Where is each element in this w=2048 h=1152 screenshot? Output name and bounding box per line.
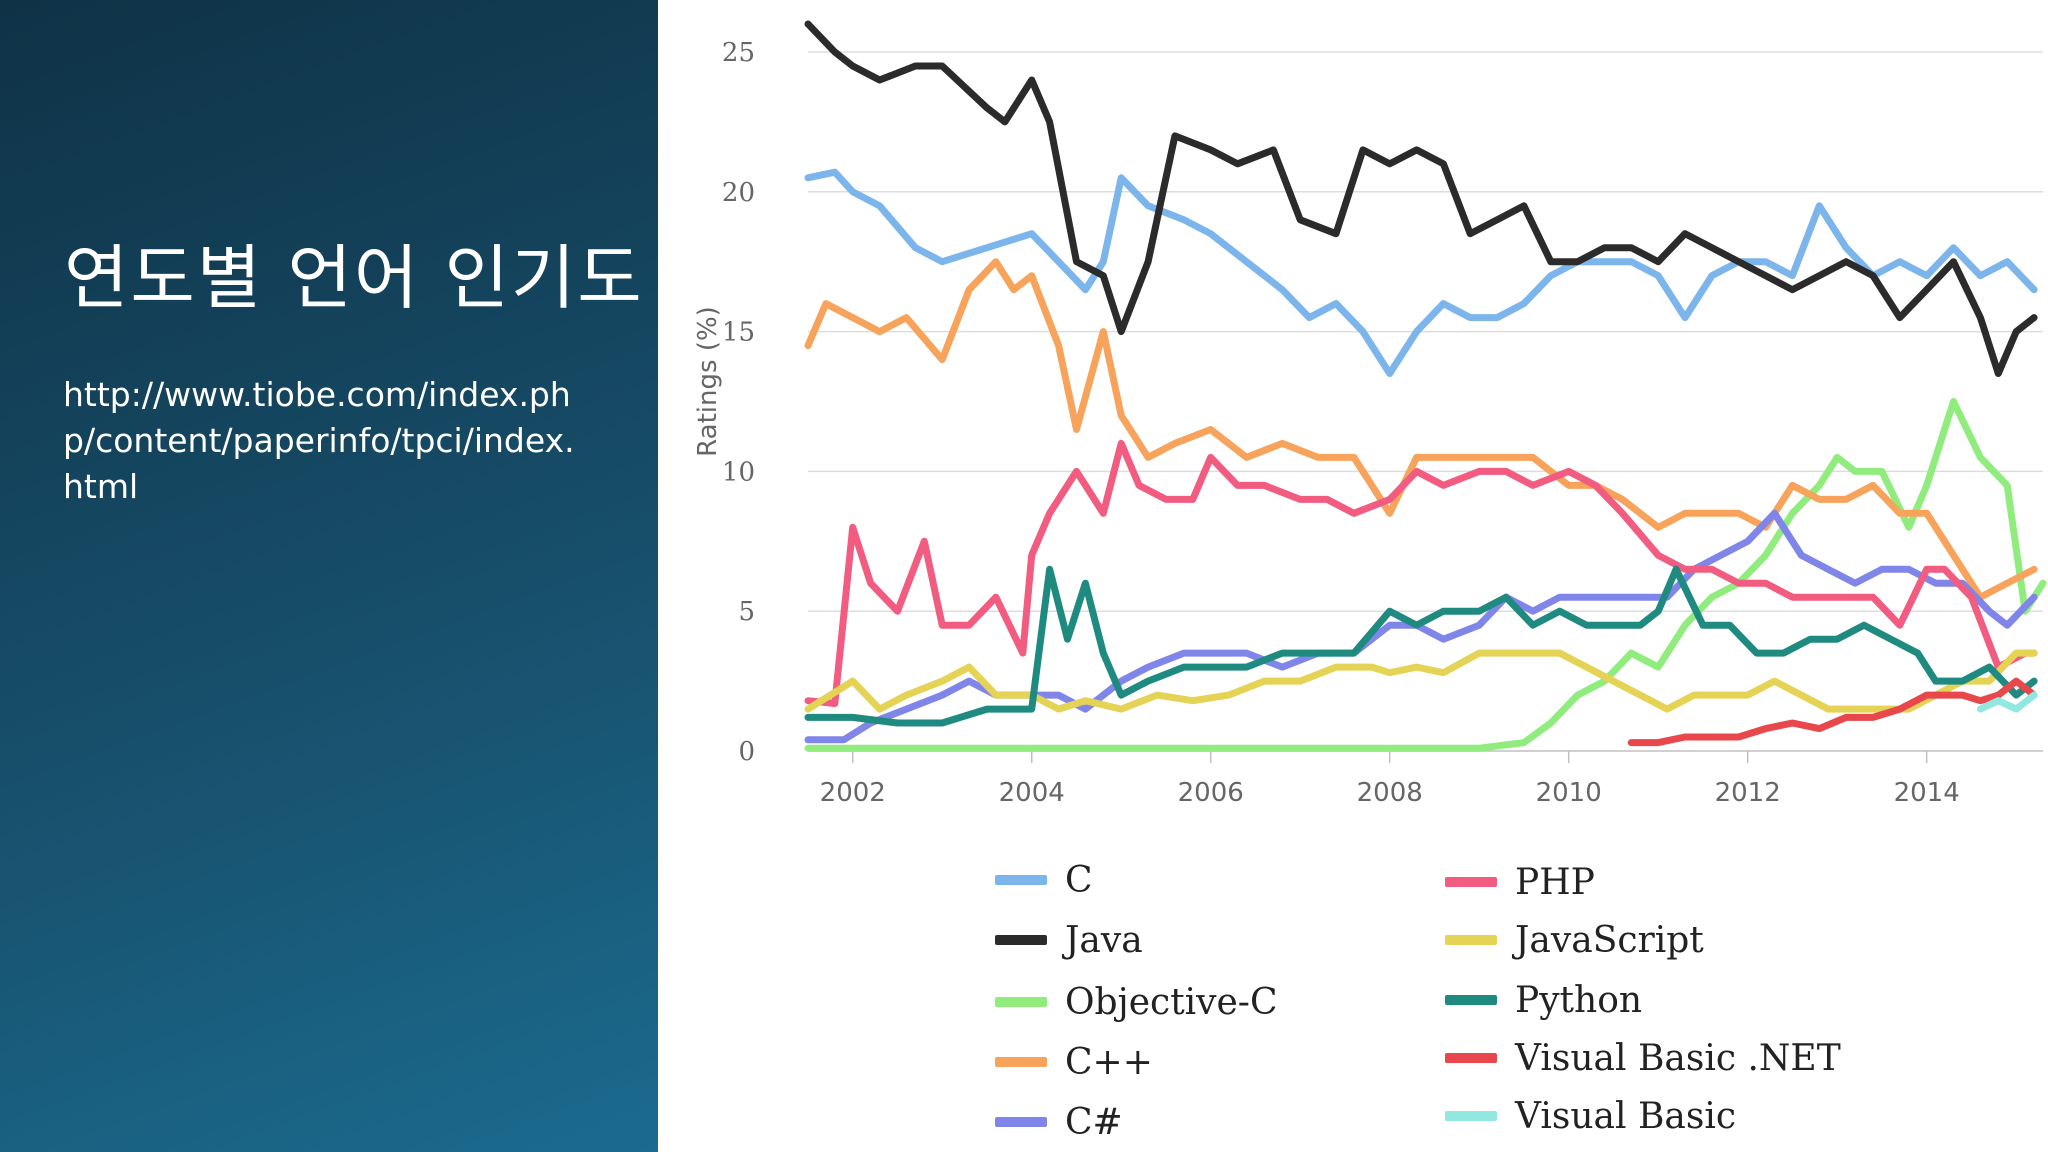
legend-swatch xyxy=(995,1117,1047,1127)
legend-swatch xyxy=(1445,877,1497,887)
legend-swatch xyxy=(1445,1053,1497,1063)
legend-item-php[interactable]: PHP xyxy=(1445,860,1595,904)
legend-item-python[interactable]: Python xyxy=(1445,978,1642,1022)
legend-label: Objective-C xyxy=(1065,981,1278,1023)
legend-item-objective-c[interactable]: Objective-C xyxy=(995,980,1278,1024)
legend-label: Visual Basic .NET xyxy=(1515,1037,1841,1079)
legend-swatch xyxy=(995,875,1047,885)
source-link[interactable]: http://www.tiobe.com/index.php/content/p… xyxy=(63,375,575,506)
x-tick-label: 2014 xyxy=(1894,778,1960,808)
legend-label: PHP xyxy=(1515,861,1595,903)
series-line-javascript xyxy=(804,649,2038,713)
legend-swatch xyxy=(995,1057,1047,1067)
legend-swatch xyxy=(995,997,1047,1007)
legend-swatch xyxy=(1445,995,1497,1005)
series-line-c xyxy=(804,168,2038,377)
legend-label: Visual Basic xyxy=(1515,1095,1737,1137)
legend-item-java[interactable]: Java xyxy=(995,918,1143,962)
slide-title: 연도별 언어 인기도 xyxy=(64,237,644,319)
legend-label: C xyxy=(1065,859,1093,901)
legend-item-c[interactable]: C++ xyxy=(995,1040,1153,1084)
legend-label: JavaScript xyxy=(1515,919,1704,961)
y-tick-label: 10 xyxy=(722,457,755,487)
legend-label: Python xyxy=(1515,979,1643,1021)
x-tick-label: 2004 xyxy=(999,778,1065,808)
series-line-php xyxy=(804,439,2038,707)
y-tick-label: 25 xyxy=(722,38,755,68)
y-tick-label: 20 xyxy=(722,178,755,208)
y-tick-label: 5 xyxy=(738,597,755,627)
legend-item-visual-basic[interactable]: Visual Basic xyxy=(1445,1094,1736,1138)
series-line-visual-basic-net xyxy=(1627,677,2038,747)
y-tick-label: 0 xyxy=(738,737,755,767)
legend-item-c[interactable]: C# xyxy=(995,1100,1123,1144)
legend-item-javascript[interactable]: JavaScript xyxy=(1445,918,1704,962)
legend-item-visual-basic-net[interactable]: Visual Basic .NET xyxy=(1445,1036,1841,1080)
y-tick-label: 15 xyxy=(722,318,755,348)
legend-swatch xyxy=(1445,935,1497,945)
legend-label: Java xyxy=(1065,919,1143,961)
x-tick-label: 2008 xyxy=(1357,778,1423,808)
y-axis-label: Ratings (%) xyxy=(693,306,723,457)
x-tick-label: 2006 xyxy=(1178,778,1244,808)
legend-item-c[interactable]: C xyxy=(995,858,1093,902)
legend-swatch xyxy=(995,935,1047,945)
legend-label: C# xyxy=(1065,1101,1123,1143)
x-tick-label: 2002 xyxy=(820,778,886,808)
legend-label: C++ xyxy=(1065,1041,1153,1083)
title-panel: 연도별 언어 인기도 http://www.tiobe.com/index.ph… xyxy=(0,0,658,1152)
legend-swatch xyxy=(1445,1111,1497,1121)
x-tick-label: 2010 xyxy=(1536,778,1602,808)
series-line-c xyxy=(804,258,2038,601)
series-line-visual-basic xyxy=(1976,691,2038,713)
chart-area: 0 5 10 15 20 25 2002 2004 2006 2008 2010 2012 2014 Ra… xyxy=(658,0,2048,1152)
line-chart: 0 5 10 15 20 25 2002 2004 2006 2008 2010 2012 2014 Ra… xyxy=(693,20,2047,808)
series-line-python xyxy=(804,565,2038,727)
x-tick-label: 2012 xyxy=(1715,778,1781,808)
series-line-java xyxy=(804,20,2038,377)
